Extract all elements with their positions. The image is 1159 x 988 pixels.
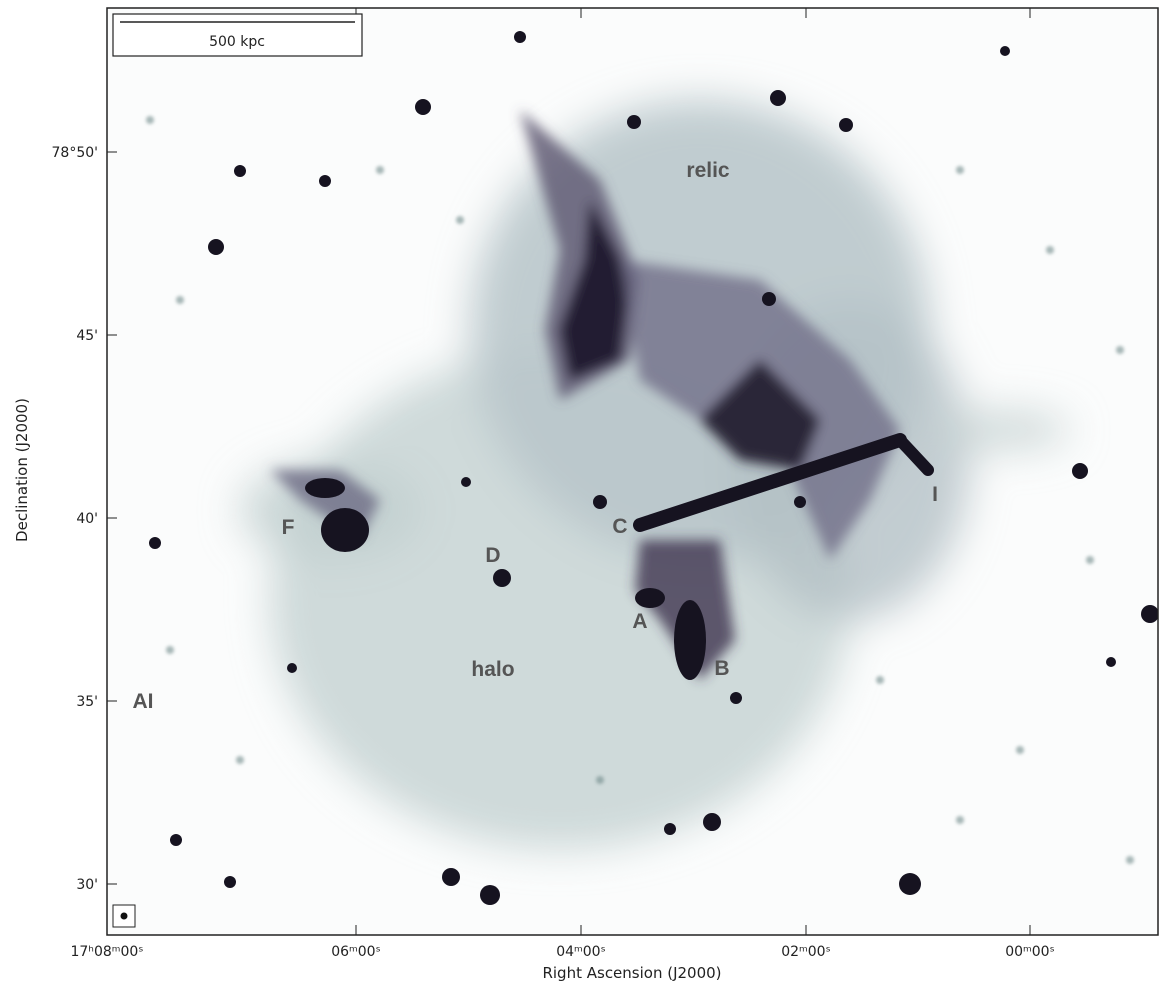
y-axis-title: Declination (J2000) (13, 398, 31, 542)
annotation: B (714, 657, 729, 680)
annotation: halo (471, 658, 514, 681)
annotation: AI (133, 690, 154, 713)
radio-image (107, 8, 1159, 935)
y-tick-label: 45' (76, 328, 98, 344)
annotation: relic (686, 159, 730, 182)
beam-ellipse (121, 913, 128, 920)
x-tick-label: 17ʰ08ᵐ00ˢ (70, 944, 143, 960)
annotation: F (282, 516, 295, 539)
x-tick-label: 00ᵐ00ˢ (1005, 944, 1055, 960)
x-tick-label: 02ᵐ00ˢ (781, 944, 831, 960)
annotation: A (632, 610, 647, 633)
x-axis-title: Right Ascension (J2000) (542, 964, 721, 982)
x-tick-label: 06ᵐ00ˢ (331, 944, 381, 960)
y-tick-label: 35' (76, 694, 98, 710)
y-tick-label: 30' (76, 877, 98, 893)
annotation: I (932, 483, 938, 506)
x-tick-labels: 17ʰ08ᵐ00ˢ 06ᵐ00ˢ 04ᵐ00ˢ 02ᵐ00ˢ 00ᵐ00ˢ (70, 944, 1054, 960)
y-tick-labels: 78°50' 45' 40' 35' 30' (52, 145, 98, 893)
annotation: D (485, 544, 500, 567)
y-tick-label: 78°50' (52, 145, 98, 161)
scale-bar: 500 kpc (113, 14, 362, 56)
x-tick-label: 04ᵐ00ˢ (556, 944, 606, 960)
beam (113, 905, 135, 927)
y-tick-label: 40' (76, 511, 98, 527)
scale-bar-label: 500 kpc (209, 34, 265, 50)
annotation: C (612, 515, 627, 538)
figure: 500 kpc relic I C F D A B halo AI 17ʰ08ᵐ… (0, 0, 1159, 988)
